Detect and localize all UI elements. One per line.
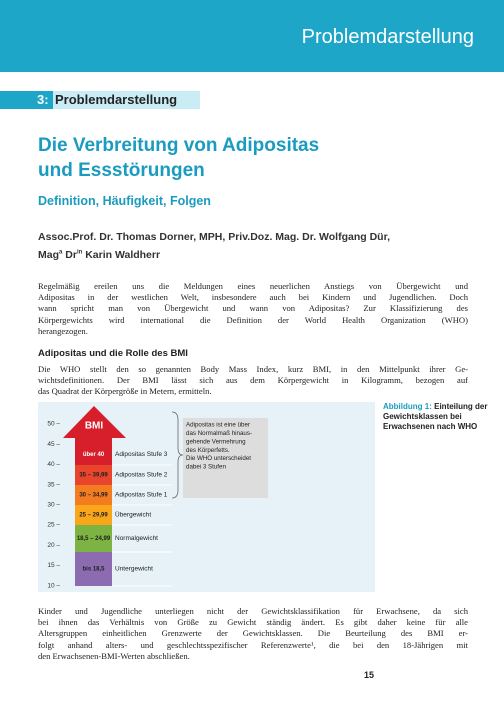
text: Mag [38, 249, 59, 261]
class-block [75, 552, 112, 586]
tick-label: 35 – [47, 481, 60, 488]
text-line: Kinder und Jugendliche unterliegen nicht… [38, 606, 468, 616]
class-range: 30 – 34,99 [79, 493, 108, 499]
note-box [183, 418, 268, 498]
tick-label: 45 – [47, 441, 60, 448]
text-line: Körpergewichts wird international die De… [38, 314, 468, 325]
text-line: das Quadrat der Körpergröße in Metern, e… [38, 386, 212, 397]
text-line: wichtsdefinitionen. Der BMI lässt sich a… [38, 375, 468, 386]
sup: a [59, 249, 63, 256]
class-block [75, 465, 112, 485]
note-line: des Körperfetts. [186, 447, 230, 454]
class-name: Adipositas Stufe 1 [115, 492, 168, 499]
authors: Maga Drin Karin Waldherr [38, 249, 160, 261]
title-line: und Essstörungen [38, 160, 205, 181]
class-name: Übergewicht [115, 511, 151, 519]
text-line: Die WHO stellt den so genannten Body Mas… [38, 364, 468, 374]
section-title: Problemdarstellung [55, 92, 178, 107]
brace [171, 411, 184, 499]
section-number: 3: [37, 92, 49, 107]
caption-text: Einteilung der Gewichtsklassen bei Erwac… [383, 402, 488, 431]
heading: Adipositas und die Rolle des BMI [38, 348, 188, 359]
text-line: herangezogen. [38, 325, 88, 336]
class-range: 25 – 29,99 [79, 513, 108, 519]
text-line: folgt anhand alters- und geschlechtsspez… [38, 639, 468, 650]
text-line: Altersgruppen einheitlichen Grenzwerte d… [38, 628, 468, 639]
text: Karin Waldherr [82, 249, 161, 261]
text-line: bei ihnen das Verhältnis von Größe zu Ge… [38, 617, 468, 628]
subtitle: Definition, Häufigkeit, Folgen [38, 194, 211, 208]
tick-label: 15 – [47, 562, 60, 569]
class-block [75, 505, 112, 525]
text-line: Adipositas in der westlichen Welt, insbe… [38, 292, 468, 303]
tick-label: 25 – [47, 522, 60, 529]
class-block [75, 525, 112, 552]
arrow-label: BMI [85, 421, 104, 432]
text-line: Regelmäßig ereilen uns die Meldungen ein… [38, 281, 468, 291]
tick-label: 40 – [47, 461, 60, 468]
paragraph: Regelmäßig ereilen uns die Meldungen ein… [38, 281, 468, 337]
tick-label: 50 – [47, 421, 60, 428]
title: Die Verbreitung von Adipositas und Essst… [38, 133, 319, 183]
text: Dr [62, 249, 77, 261]
class-name: Untergewicht [115, 566, 153, 573]
class-range: 18,5 – 24,99 [77, 536, 111, 542]
note-line: Die WHO unterscheidet [186, 455, 251, 462]
text-line: wann spricht man von Übergewicht und wan… [38, 303, 468, 314]
note-line: das Normalmaß hinaus- [186, 430, 252, 437]
class-name: Adipositas Stufe 2 [115, 472, 168, 479]
title-line: Die Verbreitung von Adipositas [38, 135, 320, 156]
page-number: 15 [364, 670, 375, 680]
paragraph: Die WHO stellt den so genannten Body Mas… [38, 364, 468, 398]
section-number-box [0, 91, 53, 109]
banner-title: Problemdarstellung [301, 26, 474, 48]
note-line: gehende Vermehrung [186, 438, 246, 445]
note-line: Adipositas ist eine über [186, 422, 250, 429]
authors: Assoc.Prof. Dr. Thomas Dorner, MPH, Priv… [38, 231, 391, 243]
sup: in [76, 249, 83, 256]
caption: Abbildung 1: Einteilung der Gewichtsklas… [383, 402, 498, 432]
tick-label: 10 – [47, 582, 60, 589]
tick-label: 30 – [47, 502, 60, 509]
class-range: 35 – 39,99 [79, 473, 108, 479]
caption-label: Abbildung 1: [383, 402, 432, 411]
class-name: Normalgewicht [115, 535, 158, 542]
paragraph: Kinder und Jugendliche unterliegen nicht… [38, 606, 468, 662]
class-range: bis 18,5 [82, 567, 105, 573]
tick-label: 20 – [47, 542, 60, 549]
class-block [75, 444, 112, 465]
note-line: dabei 3 Stufen [186, 464, 226, 471]
class-block [75, 485, 112, 505]
banner [0, 0, 504, 72]
class-range: über 40 [83, 452, 105, 458]
text-line: den Erwachsenen-BMI-Werten abschließen. [38, 650, 190, 661]
arrow [63, 406, 126, 444]
class-name: Adipositas Stufe 3 [115, 451, 168, 458]
